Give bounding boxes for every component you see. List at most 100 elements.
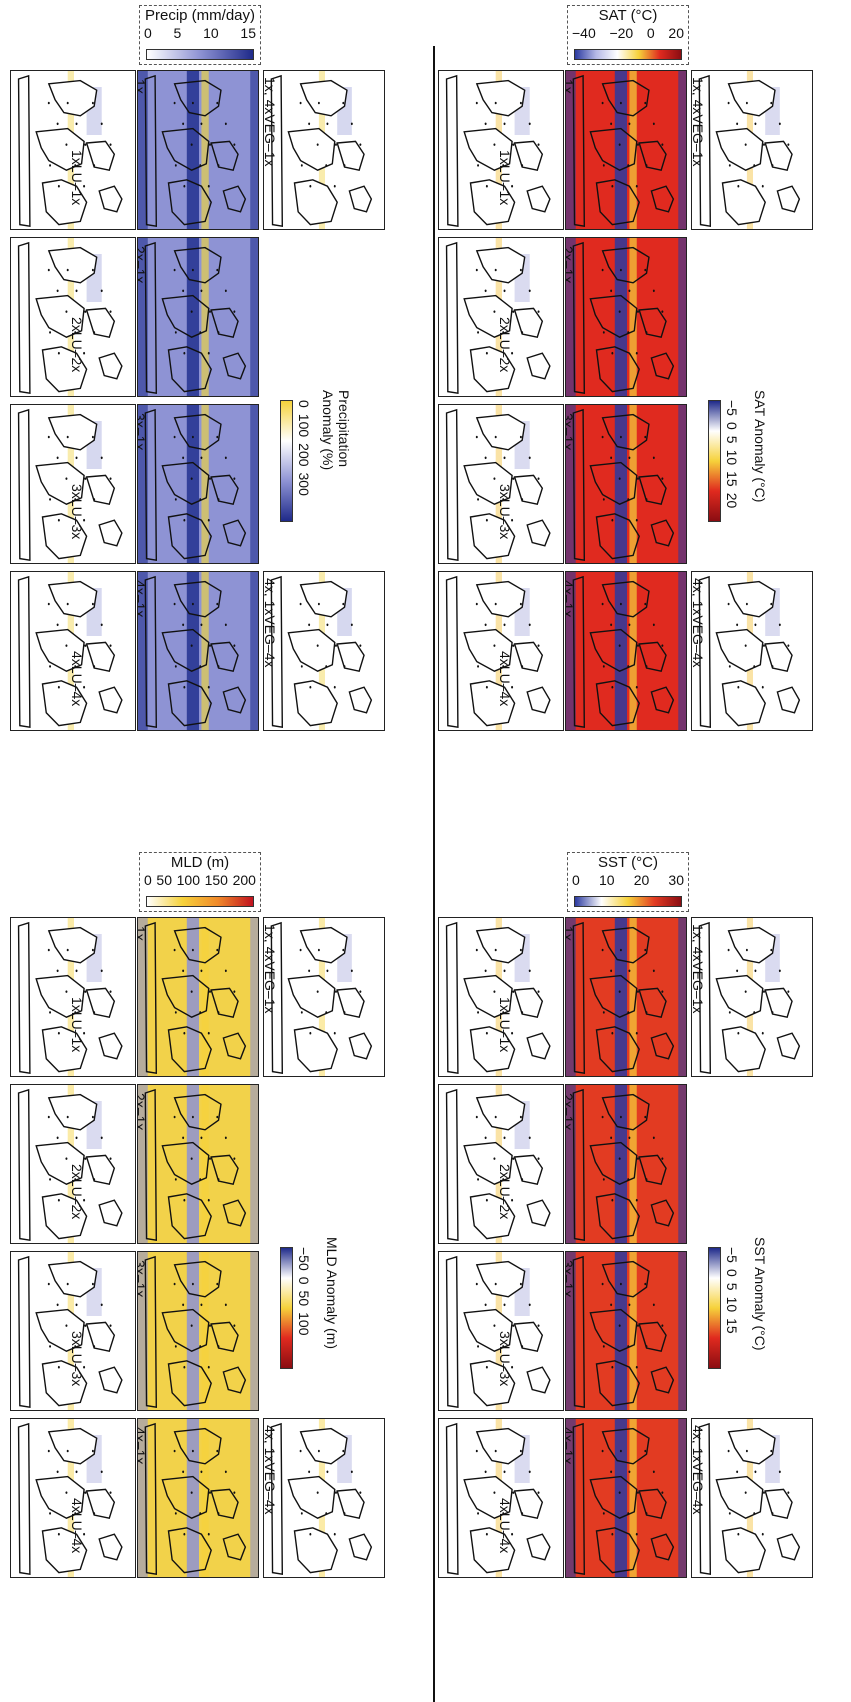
sst-mid-label: 2x–1x <box>565 1093 576 1131</box>
sst-anomaly-tick: 5 <box>724 1282 740 1291</box>
sst-mid-map-panel: 1x <box>565 917 687 1077</box>
mld-mid-map-panel: 3x–1x <box>137 1251 259 1411</box>
sat-lu-map-panel: 2xLU–2x <box>438 237 564 397</box>
sst-anomaly-tick: −5 <box>724 1247 740 1263</box>
sst-lu-label: 3xLU–3x <box>497 1331 513 1387</box>
mld-lu-map-panel: 1xLU–1x <box>10 917 136 1077</box>
mld-colorbar-tick: 50 <box>156 872 172 888</box>
sst-mid-map-panel: 2x–1x <box>565 1084 687 1244</box>
sat-lu-label: 3xLU–3x <box>497 484 513 540</box>
mld-lu-label: 4xLU–4x <box>69 1498 85 1554</box>
sat-veg-map-panel: 1x, 4xVEG–1x <box>691 70 813 230</box>
mld-veg-label: 4x, 1xVEG–4x <box>263 1425 278 1515</box>
sst-colorbar-tick: 30 <box>668 872 684 888</box>
mld-veg-label: 1x, 4xVEG–1x <box>263 924 278 1014</box>
sst-mid-label: 3x–1x <box>565 1260 576 1298</box>
precip-lu-map-panel: 2xLU–2x <box>10 237 136 397</box>
mld-mid-label: 2x–1x <box>137 1093 148 1131</box>
sst-anomaly-colorbar: −5 0 5 10 15 SST Anomaly (°C) <box>708 1237 808 1377</box>
sat-veg-label: 1x, 4xVEG–1x <box>691 77 706 167</box>
mld-anomaly-ticks: −50 0 50 100 <box>296 1247 312 1341</box>
precip-anomaly-tick: 200 <box>296 443 312 467</box>
mld-colorbar-ticks: 0 50 100 150 200 <box>144 872 256 888</box>
precip-colorbar-tick: 5 <box>173 25 182 41</box>
sat-mid-label: 4x–1x <box>565 580 576 618</box>
sst-veg-label: 1x, 4xVEG–1x <box>691 924 706 1014</box>
sat-mid-label: 1x <box>565 79 576 94</box>
mld-colorbar-tick: 200 <box>232 872 256 888</box>
sst-lu-label: 1xLU–1x <box>497 997 513 1053</box>
precip-veg-map-panel: 1x, 4xVEG–1x <box>263 70 385 230</box>
sst-anomaly-title: SST Anomaly (°C) <box>752 1237 768 1351</box>
sat-anomaly-ticks: −5 0 5 10 15 20 <box>724 400 740 514</box>
precip-mid-label: 2x–1x <box>137 246 148 284</box>
sat-colorbar-tick: −20 <box>609 25 634 41</box>
sat-anomaly-gradient <box>708 400 721 522</box>
mld-mid-map-panel: 1x <box>137 917 259 1077</box>
mld-mid-label: 1x <box>137 926 148 941</box>
sat-anomaly-tick: 15 <box>724 471 740 487</box>
sat-anomaly-tick: −5 <box>724 400 740 416</box>
precip-colorbar-gradient <box>146 49 254 60</box>
precip-lu-label: 3xLU–3x <box>69 484 85 540</box>
sat-mid-map-panel: 1x <box>565 70 687 230</box>
mld-colorbar-tick: 100 <box>176 872 200 888</box>
sat-anomaly-tick: 5 <box>724 435 740 444</box>
precip-colorbar-tick: 15 <box>240 25 256 41</box>
sst-lu-label: 2xLU–2x <box>497 1164 513 1220</box>
sst-colorbar-tick: 20 <box>633 872 650 888</box>
sat-mid-map-panel: 3x–1x <box>565 404 687 564</box>
mld-lu-label: 2xLU–2x <box>69 1164 85 1220</box>
mld-mid-label: 4x–1x <box>137 1427 148 1465</box>
sst-colorbar: SST (°C) 0 10 20 30 <box>567 852 689 912</box>
sat-veg-map-panel: 4x, 1xVEG–4x <box>691 571 813 731</box>
sat-anomaly-colorbar: −5 0 5 10 15 20 SAT Anomaly (°C) <box>708 390 808 530</box>
sat-lu-map-panel: 4xLU–4x <box>438 571 564 731</box>
sat-lu-label: 1xLU–1x <box>497 150 513 206</box>
mld-anomaly-tick: 100 <box>296 1312 312 1336</box>
sst-lu-map-panel: 3xLU–3x <box>438 1251 564 1411</box>
precip-mid-label: 1x <box>137 79 148 94</box>
sst-mid-map-panel: 4x–1x <box>565 1418 687 1578</box>
mld-anomaly-tick: 0 <box>296 1276 312 1285</box>
mld-colorbar: MLD (m) 0 50 100 150 200 <box>139 852 261 912</box>
sat-anomaly-tick: 10 <box>724 449 740 466</box>
sat-mid-map-panel: 4x–1x <box>565 571 687 731</box>
mld-colorbar-gradient <box>146 896 254 907</box>
mld-colorbar-title: MLD (m) <box>170 854 230 871</box>
sst-colorbar-gradient <box>574 896 682 907</box>
sst-veg-map-panel: 4x, 1xVEG–4x <box>691 1418 813 1578</box>
mld-mid-label: 3x–1x <box>137 1260 148 1298</box>
sat-veg-label: 4x, 1xVEG–4x <box>691 578 706 668</box>
sst-veg-map-panel: 1x, 4xVEG–1x <box>691 917 813 1077</box>
mld-veg-map-panel: 4x, 1xVEG–4x <box>263 1418 385 1578</box>
sst-mid-map-panel: 3x–1x <box>565 1251 687 1411</box>
sst-lu-map-panel: 4xLU–4x <box>438 1418 564 1578</box>
precip-lu-map-panel: 1xLU–1x <box>10 70 136 230</box>
precip-veg-label: 4x, 1xVEG–4x <box>263 578 278 668</box>
sst-colorbar-tick: 0 <box>572 872 580 888</box>
sat-colorbar: SAT (°C) −40 −20 0 20 <box>567 5 689 65</box>
sat-anomaly-title: SAT Anomaly (°C) <box>752 390 768 503</box>
mld-anomaly-title: MLD Anomaly (m) <box>324 1237 340 1350</box>
sst-anomaly-gradient <box>708 1247 721 1369</box>
precip-lu-label: 1xLU–1x <box>69 150 85 206</box>
sat-anomaly-tick: 0 <box>724 421 740 430</box>
sat-lu-label: 4xLU–4x <box>497 651 513 707</box>
precip-anomaly-title-1: Precipitation <box>336 390 352 468</box>
sat-colorbar-ticks: −40 −20 0 20 <box>572 25 684 41</box>
sst-lu-label: 4xLU–4x <box>497 1498 513 1554</box>
mld-mid-map-panel: 4x–1x <box>137 1418 259 1578</box>
mld-mid-map-panel: 2x–1x <box>137 1084 259 1244</box>
sat-mid-map-panel: 2x–1x <box>565 237 687 397</box>
sst-anomaly-ticks: −5 0 5 10 15 <box>724 1247 740 1340</box>
mld-anomaly-gradient <box>280 1247 293 1369</box>
sat-anomaly-tick: 20 <box>724 492 740 509</box>
precip-mid-label: 3x–1x <box>137 413 148 451</box>
precip-mid-label: 4x–1x <box>137 580 148 618</box>
sat-lu-map-panel: 1xLU–1x <box>438 70 564 230</box>
sat-colorbar-tick: 0 <box>646 25 655 41</box>
sst-veg-label: 4x, 1xVEG–4x <box>691 1425 706 1515</box>
precip-mid-map-panel: 4x–1x <box>137 571 259 731</box>
precip-mid-map-panel: 3x–1x <box>137 404 259 564</box>
